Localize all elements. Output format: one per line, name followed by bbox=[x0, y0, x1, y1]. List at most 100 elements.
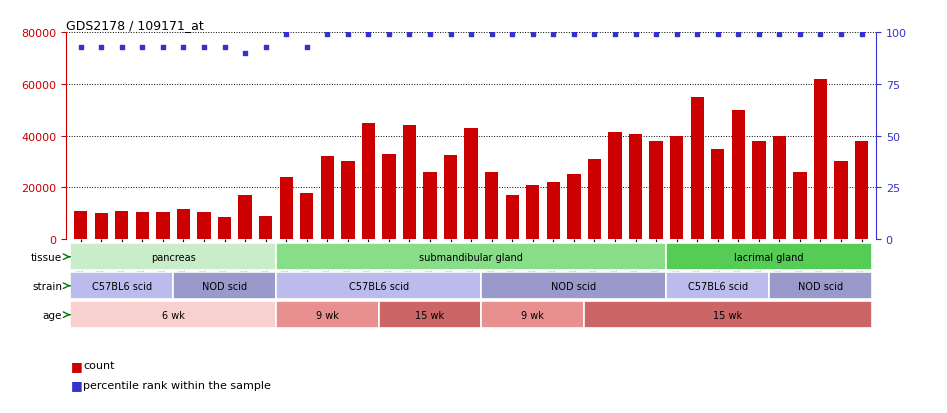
Bar bbox=[444, 156, 457, 240]
Bar bbox=[279, 178, 293, 240]
Bar bbox=[855, 141, 868, 240]
Text: percentile rank within the sample: percentile rank within the sample bbox=[83, 380, 271, 390]
Bar bbox=[173, 273, 276, 299]
Point bbox=[710, 32, 725, 38]
Point bbox=[196, 44, 211, 51]
Bar bbox=[276, 244, 667, 271]
Text: strain: strain bbox=[32, 281, 63, 291]
Point bbox=[320, 32, 335, 38]
Point bbox=[340, 32, 355, 38]
Point bbox=[422, 32, 438, 38]
Text: ■: ■ bbox=[71, 378, 82, 392]
Bar bbox=[650, 141, 663, 240]
Point bbox=[526, 32, 541, 38]
Bar bbox=[670, 136, 684, 240]
Bar bbox=[70, 244, 276, 271]
Bar bbox=[156, 212, 170, 240]
Text: C57BL6 scid: C57BL6 scid bbox=[688, 281, 748, 291]
Text: lacrimal gland: lacrimal gland bbox=[734, 252, 804, 262]
Point bbox=[484, 32, 499, 38]
Point bbox=[587, 32, 602, 38]
Bar bbox=[608, 133, 621, 240]
Point bbox=[793, 32, 808, 38]
Point bbox=[73, 44, 88, 51]
Bar bbox=[506, 196, 519, 240]
Point bbox=[731, 32, 746, 38]
Bar bbox=[197, 212, 210, 240]
Bar bbox=[711, 149, 724, 240]
Point bbox=[854, 32, 869, 38]
Bar bbox=[423, 173, 437, 240]
Point bbox=[176, 44, 191, 51]
Bar bbox=[527, 185, 540, 240]
Point bbox=[545, 32, 561, 38]
Text: 9 wk: 9 wk bbox=[522, 310, 545, 320]
Text: submandibular gland: submandibular gland bbox=[420, 252, 523, 262]
Point bbox=[505, 32, 520, 38]
Bar bbox=[218, 218, 231, 240]
Bar bbox=[629, 135, 642, 240]
Point bbox=[382, 32, 397, 38]
Point bbox=[607, 32, 622, 38]
Point bbox=[361, 32, 376, 38]
Bar bbox=[567, 175, 581, 240]
Bar bbox=[383, 154, 396, 240]
Bar bbox=[276, 273, 481, 299]
Text: GDS2178 / 109171_at: GDS2178 / 109171_at bbox=[66, 19, 204, 32]
Point bbox=[402, 32, 417, 38]
Bar bbox=[341, 162, 354, 240]
Bar bbox=[481, 273, 667, 299]
Point bbox=[115, 44, 130, 51]
Point bbox=[94, 44, 109, 51]
Point bbox=[299, 44, 314, 51]
Bar bbox=[546, 183, 560, 240]
Bar bbox=[239, 196, 252, 240]
Point bbox=[217, 44, 232, 51]
Bar bbox=[794, 173, 807, 240]
Point bbox=[155, 44, 170, 51]
Point bbox=[772, 32, 787, 38]
Text: 15 wk: 15 wk bbox=[713, 310, 742, 320]
Bar bbox=[481, 301, 584, 328]
Text: NOD scid: NOD scid bbox=[551, 281, 597, 291]
Bar bbox=[135, 212, 149, 240]
Bar bbox=[464, 128, 478, 240]
Bar bbox=[485, 173, 498, 240]
Bar bbox=[74, 211, 87, 240]
Point bbox=[238, 50, 253, 57]
Bar bbox=[584, 301, 872, 328]
Bar bbox=[276, 301, 379, 328]
Bar bbox=[667, 273, 769, 299]
Bar bbox=[690, 97, 704, 240]
Bar bbox=[402, 126, 416, 240]
Point bbox=[833, 32, 849, 38]
Bar bbox=[769, 273, 872, 299]
Bar bbox=[95, 214, 108, 240]
Point bbox=[258, 44, 273, 51]
Text: C57BL6 scid: C57BL6 scid bbox=[92, 281, 152, 291]
Text: NOD scid: NOD scid bbox=[798, 281, 843, 291]
Point bbox=[628, 32, 643, 38]
Point bbox=[751, 32, 766, 38]
Text: NOD scid: NOD scid bbox=[202, 281, 247, 291]
Point bbox=[649, 32, 664, 38]
Point bbox=[689, 32, 705, 38]
Bar bbox=[667, 244, 872, 271]
Point bbox=[670, 32, 685, 38]
Text: pancreas: pancreas bbox=[151, 252, 195, 262]
Bar bbox=[70, 273, 173, 299]
Text: age: age bbox=[43, 310, 63, 320]
Text: tissue: tissue bbox=[31, 252, 63, 262]
Text: 6 wk: 6 wk bbox=[162, 310, 185, 320]
Point bbox=[134, 44, 150, 51]
Text: 9 wk: 9 wk bbox=[316, 310, 339, 320]
Bar bbox=[752, 141, 765, 240]
Bar bbox=[300, 193, 313, 240]
Point bbox=[464, 32, 479, 38]
Bar bbox=[70, 301, 276, 328]
Bar bbox=[362, 123, 375, 240]
Bar bbox=[379, 301, 481, 328]
Bar bbox=[259, 216, 273, 240]
Text: ■: ■ bbox=[71, 359, 82, 372]
Bar bbox=[732, 110, 745, 240]
